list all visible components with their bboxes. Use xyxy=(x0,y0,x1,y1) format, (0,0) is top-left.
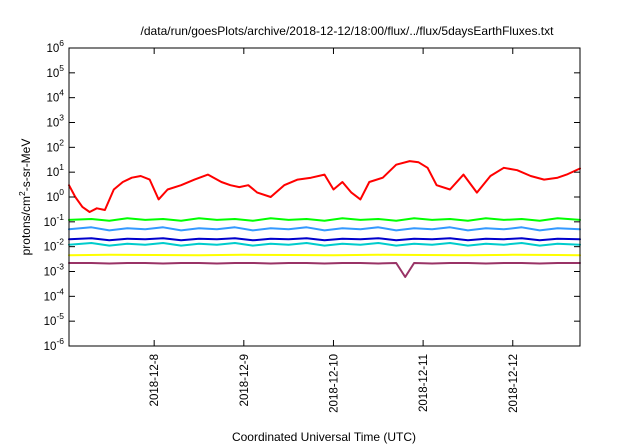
series-layer xyxy=(68,160,581,278)
y-tick-label: 101 xyxy=(46,162,64,179)
plot-frame xyxy=(68,47,581,347)
y-tick-label: 10-5 xyxy=(44,311,65,328)
y-tick-label: 10-4 xyxy=(44,286,65,303)
y-tick-label: 105 xyxy=(46,63,64,80)
y-tick-label: 10-6 xyxy=(44,336,65,353)
x-tick-label: 2018-12-10 xyxy=(328,354,340,413)
y-axis: 106 105 104 103 102 101 100 10-1 10-2 10-3 10-4 10-… xyxy=(44,38,580,353)
x-tick-label: 2018-12-9 xyxy=(239,354,251,406)
y-tick-label: 100 xyxy=(46,187,64,204)
series-line-7 xyxy=(68,262,581,278)
y-tick-label: 103 xyxy=(46,113,64,130)
series-line-3 xyxy=(68,226,581,232)
y-tick-label: 104 xyxy=(46,88,64,105)
y-tick-label: 102 xyxy=(46,137,64,154)
y-tick-label: 10-1 xyxy=(44,212,65,229)
x-axis-label: Coordinated Universal Time (UTC) xyxy=(232,430,416,444)
y-tick-label: 10-2 xyxy=(44,237,65,254)
y-axis-label: protons/cm2-s-sr-MeV xyxy=(17,139,33,256)
plot-area: 106 105 104 103 102 101 100 10-1 10-2 10-3 10-4 10-… xyxy=(44,38,581,413)
series-line-6 xyxy=(68,253,581,257)
series-line-2 xyxy=(68,217,581,222)
x-tick-label: 2018-12-11 xyxy=(418,354,430,412)
x-tick-label: 2018-12-12 xyxy=(508,354,520,413)
y-tick-label: 10-3 xyxy=(44,262,65,279)
series-line-5 xyxy=(68,237,581,242)
x-tick-label: 2018-12-8 xyxy=(149,354,161,406)
x-axis: 2018-12-8 2018-12-9 2018-12-10 2018-12-11 20… xyxy=(149,48,520,413)
series-line-1 xyxy=(68,160,581,213)
chart-title: /data/run/goesPlots/archive/2018-12-12/1… xyxy=(141,24,555,38)
series-line-4 xyxy=(68,242,581,247)
y-tick-label: 106 xyxy=(46,38,64,55)
